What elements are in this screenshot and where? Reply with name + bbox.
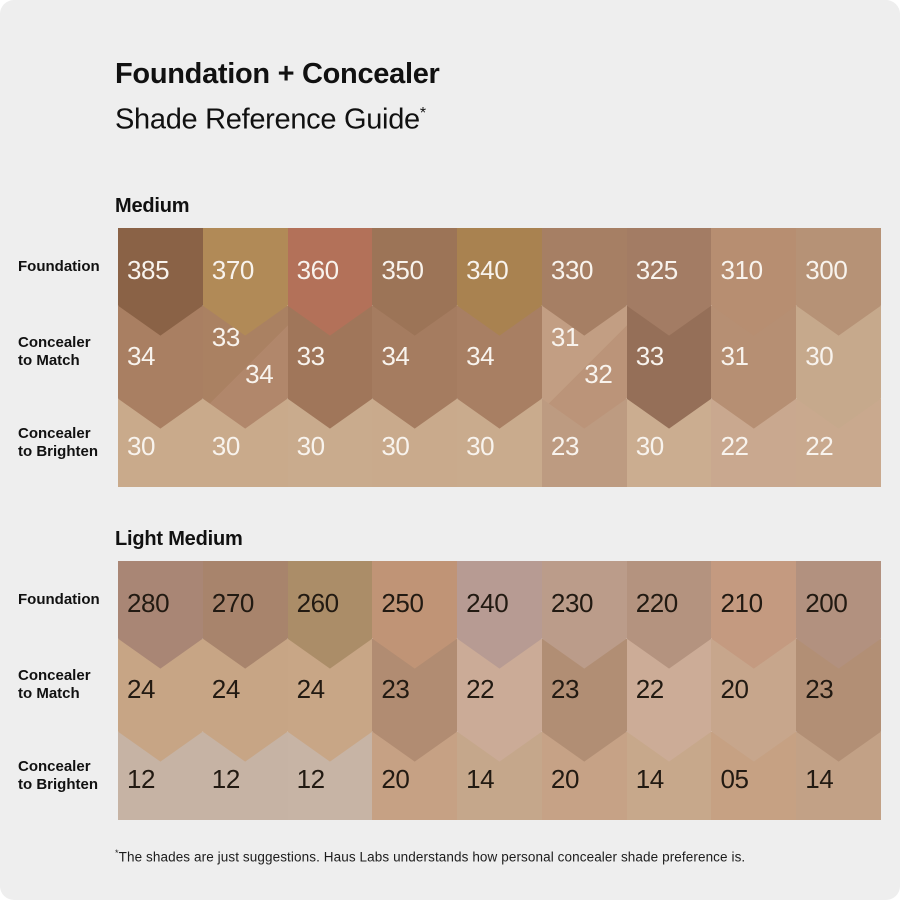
swatch-light-medium-concealer-to-brighten-12: 12 <box>287 731 373 820</box>
shade-number: 360 <box>296 255 340 286</box>
section-body-light-medium: Foundation Concealer to Match Concealer to B… <box>0 560 900 820</box>
shade-number: 23 <box>381 673 410 704</box>
shade-number: 24 <box>296 673 326 704</box>
shade-number: 20 <box>550 764 580 795</box>
shade-number: 20 <box>381 764 410 795</box>
footnote-text: The shades are just suggestions. Haus La… <box>118 849 746 865</box>
shade-number: 30 <box>635 431 665 462</box>
shade-number: 300 <box>805 255 848 286</box>
shade-number: 05 <box>720 764 749 795</box>
shade-number: 30 <box>211 431 241 462</box>
shade-number: 23 <box>550 673 580 704</box>
shade-number: 250 <box>381 588 424 619</box>
shade-number: 385 <box>127 255 170 286</box>
row-label-line: Concealer <box>18 424 91 442</box>
page-title: Foundation + Concealer Shade Reference G… <box>0 0 900 140</box>
row-labels-column: Foundation Concealer to Match Concealer to B… <box>0 228 118 487</box>
shade-number: 22 <box>466 673 495 704</box>
shade-number: 30 <box>296 431 326 462</box>
shade-number: 12 <box>127 764 156 795</box>
row-label-line: Foundation <box>18 590 100 608</box>
shade-number: 260 <box>296 588 340 619</box>
row-foundation: 280 270 260 250 240 230 220 210 200 <box>118 560 881 669</box>
row-label-line: Concealer <box>18 667 91 685</box>
shade-number: 14 <box>635 764 665 795</box>
section-heading-light-medium: Light Medium <box>115 527 243 550</box>
row-label-concealer-to-brighten: Concealer to Brighten <box>0 732 118 820</box>
shade-number: 270 <box>211 588 255 619</box>
swatch-table-medium: 385 370 360 350 340 330 325 310 300 34 33 34 33 34 34 3… <box>118 227 882 487</box>
shade-number: 14 <box>466 764 495 795</box>
shade-number: 14 <box>805 764 834 795</box>
shade-number: 34 <box>466 340 495 371</box>
row-label-line: Concealer <box>18 757 91 775</box>
shade-number: 30 <box>381 431 410 462</box>
shade-number: 340 <box>466 255 509 286</box>
shade-number: 24 <box>211 673 241 704</box>
row-label-concealer-to-match: Concealer to Match <box>0 639 118 732</box>
shade-number: 200 <box>805 588 848 619</box>
shade-number: 30 <box>466 431 495 462</box>
row-label-line: to Brighten <box>18 775 98 793</box>
shade-number: 22 <box>635 673 665 704</box>
shade-number: 210 <box>720 588 763 619</box>
swatch-light-medium-foundation-270: 270 <box>202 560 288 669</box>
swatch-medium-concealer-to-brighten-22: 22 <box>711 398 797 487</box>
shade-number: 12 <box>211 764 241 795</box>
title-line-1: Foundation + Concealer <box>115 58 440 90</box>
shade-number: 20 <box>720 673 749 704</box>
shade-number: 32 <box>584 358 613 389</box>
swatch-light-medium-concealer-to-brighten-05: 05 <box>711 731 797 820</box>
swatch-medium-concealer-to-brighten-30: 30 <box>287 398 373 487</box>
row-label-concealer-to-brighten: Concealer to Brighten <box>0 399 118 487</box>
shade-number: 30 <box>805 340 834 371</box>
swatch-medium-concealer-to-match-34: 34 <box>118 305 203 429</box>
shade-number: 330 <box>550 255 594 286</box>
shade-number: 350 <box>381 255 424 286</box>
shade-number: 33 <box>296 340 326 371</box>
swatch-table-light-medium: 280 270 260 250 240 230 220 210 200 24 24 24 23 22 23 2… <box>118 560 882 820</box>
row-label-line: Concealer <box>18 334 91 352</box>
row-labels-column: Foundation Concealer to Match Concealer to B… <box>0 561 118 820</box>
section-body-medium: Foundation Concealer to Match Concealer to B… <box>0 227 900 487</box>
shade-number: 24 <box>127 673 156 704</box>
shade-number: 33 <box>635 340 665 371</box>
shade-number: 34 <box>245 358 274 389</box>
shade-number: 220 <box>635 588 679 619</box>
shade-number: 280 <box>127 588 170 619</box>
shade-number: 23 <box>805 673 834 704</box>
shade-number: 22 <box>720 431 749 462</box>
section-heading-medium: Medium <box>115 194 190 217</box>
shade-number: 310 <box>720 255 763 286</box>
row-foundation: 385 370 360 350 340 330 325 310 300 <box>118 227 881 336</box>
shade-number: 12 <box>296 764 326 795</box>
footnote-asterisk: * <box>115 847 119 858</box>
row-label-line: to Brighten <box>18 442 98 460</box>
swatch-medium-concealer-to-match-33: 33 <box>626 305 712 429</box>
section-light-medium: Light Medium Foundation Concealer to Match… <box>0 527 900 820</box>
row-label-line: to Match <box>18 352 80 370</box>
row-label-line: Foundation <box>18 257 100 275</box>
row-label-foundation: Foundation <box>0 228 118 306</box>
shade-number: 34 <box>381 340 410 371</box>
title-line-2: Shade Reference Guide* <box>115 94 900 140</box>
row-label-foundation: Foundation <box>0 561 118 639</box>
title-line-2-text: Shade Reference Guide <box>115 103 420 136</box>
shade-number: 230 <box>550 588 594 619</box>
shade-number: 23 <box>550 431 580 462</box>
row-label-line: to Match <box>18 685 80 703</box>
shade-number: 30 <box>127 431 156 462</box>
shade-number: 31 <box>720 340 749 371</box>
shade-number: 34 <box>127 340 156 371</box>
shade-number: 22 <box>805 431 834 462</box>
section-medium: Medium Foundation Concealer to Match Concea… <box>0 194 900 487</box>
shade-number: 240 <box>466 588 509 619</box>
title-asterisk: * <box>419 105 426 122</box>
footnote: *The shades are just suggestions. Haus L… <box>115 848 900 865</box>
shade-number: 325 <box>635 255 679 286</box>
row-label-concealer-to-match: Concealer to Match <box>0 306 118 399</box>
shade-number: 370 <box>211 255 255 286</box>
